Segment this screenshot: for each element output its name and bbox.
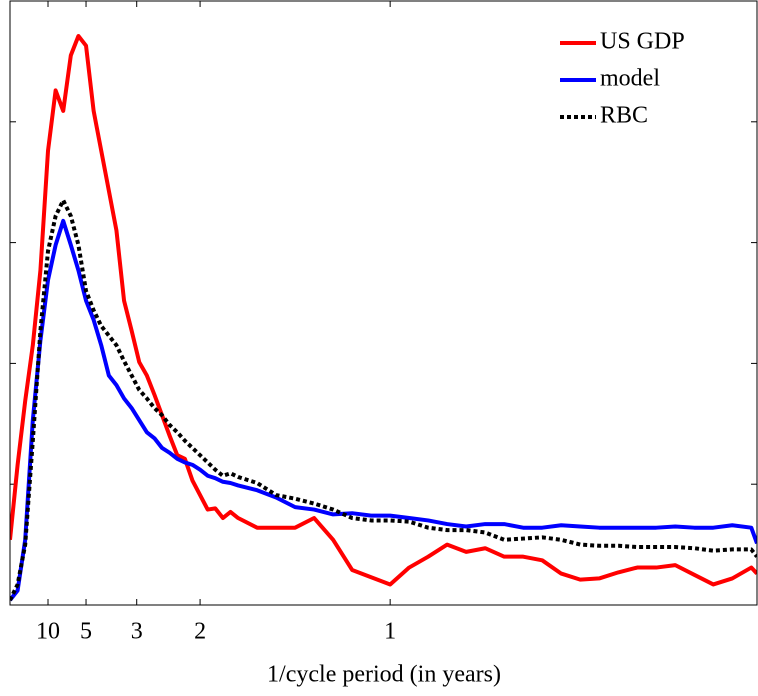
series-line bbox=[10, 198, 757, 602]
x-axis-label: 1/cycle period (in years) bbox=[267, 662, 501, 688]
legend-label: RBC bbox=[600, 103, 648, 129]
x-tick-label: 10 bbox=[36, 619, 60, 645]
plot-frame bbox=[9, 0, 758, 606]
series-line bbox=[10, 34, 757, 587]
legend-label: model bbox=[600, 66, 660, 92]
x-tick-label: 3 bbox=[131, 619, 143, 645]
series-line bbox=[10, 218, 757, 602]
x-tick-label: 5 bbox=[80, 619, 92, 645]
x-tick-label: 1 bbox=[384, 619, 396, 645]
legend-label: US GDP bbox=[600, 29, 685, 55]
x-tick-label: 2 bbox=[194, 619, 206, 645]
